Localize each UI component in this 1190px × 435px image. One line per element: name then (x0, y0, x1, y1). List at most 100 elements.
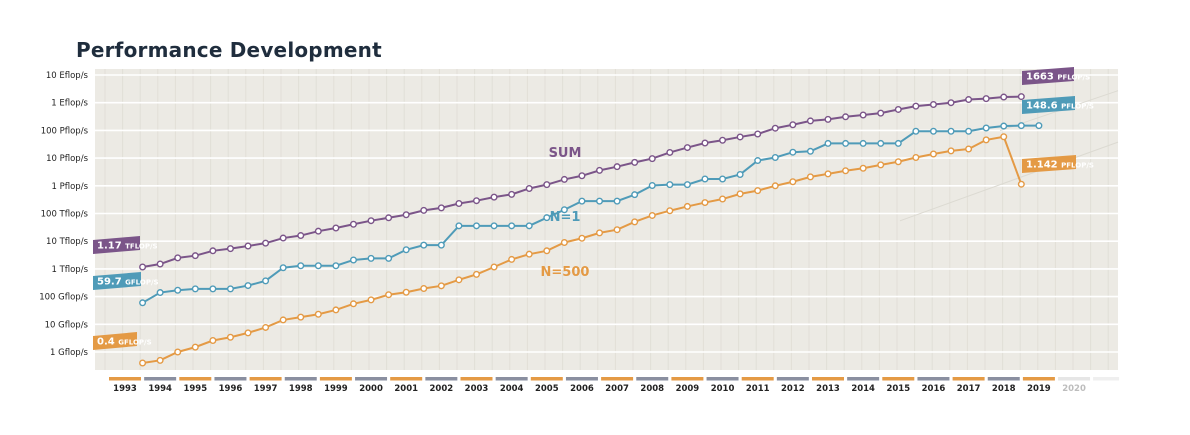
data-point-n-500 (349, 300, 357, 308)
data-point-n-500 (455, 276, 463, 284)
data-point-n-500 (929, 150, 937, 158)
data-point-n-500 (631, 218, 639, 226)
x-axis-segment (249, 377, 282, 381)
x-tick-label: 1995 (183, 384, 207, 394)
data-point-n-1 (262, 277, 270, 285)
badge-unit: GFLOP/S (125, 279, 158, 287)
data-point-sum (297, 232, 305, 240)
x-tick-label: 2001 (394, 384, 418, 394)
badge-value: 59.7 (97, 277, 125, 288)
data-point-n-1 (859, 139, 867, 147)
data-point-n-500 (613, 226, 621, 234)
y-tick-label: 10 Tflop/s (46, 237, 89, 247)
x-tick-label: 2004 (500, 384, 524, 394)
x-axis-segment (952, 377, 985, 381)
data-point-sum (894, 105, 902, 113)
data-point-n-1 (771, 154, 779, 162)
x-tick-label: 1998 (289, 384, 313, 394)
data-point-n-1 (596, 197, 604, 205)
x-axis-segment (460, 377, 493, 381)
badge-shape (93, 332, 137, 350)
badge-value: 0.4 (97, 337, 118, 348)
badge-shape (1022, 155, 1076, 173)
series-label-n-500: N=500 (541, 265, 590, 280)
data-point-n-1 (842, 139, 850, 147)
data-point-n-1 (209, 285, 217, 293)
y-tick-label: 1 Gflop/s (50, 348, 89, 358)
data-point-n-1 (297, 262, 305, 270)
x-axis-segment (284, 377, 317, 381)
x-tick-label: 2018 (992, 384, 1016, 394)
projection-line (899, 141, 1119, 222)
data-point-n-1 (226, 285, 234, 293)
data-point-sum (508, 190, 516, 198)
series-group (139, 93, 1043, 367)
data-point-sum (262, 239, 270, 247)
data-point-n-1 (191, 285, 199, 293)
x-tick-label: 2003 (465, 384, 489, 394)
x-axis-segment (601, 377, 634, 381)
x-axis-segment (495, 377, 528, 381)
x-axis-segment (636, 377, 669, 381)
x-tick-label: 2014 (851, 384, 875, 394)
badge-shape (93, 272, 141, 290)
data-point-n-1 (156, 289, 164, 297)
x-tick-label: 2007 (605, 384, 629, 394)
data-point-n-500 (736, 190, 744, 198)
data-point-sum (824, 115, 832, 123)
data-point-sum (455, 199, 463, 207)
data-point-sum (139, 263, 147, 271)
data-point-sum (543, 181, 551, 189)
y-tick-label: 10 Pflop/s (46, 154, 88, 164)
x-tick-label: 2005 (535, 384, 559, 394)
data-point-n-500 (174, 348, 182, 356)
data-point-sum (402, 211, 410, 219)
data-point-sum (877, 109, 885, 117)
data-point-sum (560, 175, 568, 183)
data-point-n-1 (789, 148, 797, 156)
data-point-n-500 (191, 343, 199, 351)
data-point-sum (191, 252, 199, 260)
x-tick-label: 2017 (957, 384, 981, 394)
x-tick-label: 1994 (148, 384, 172, 394)
data-point-sum (437, 204, 445, 212)
badge-sum_end: 1663 PFLOP/S (1022, 67, 1090, 85)
data-point-sum (244, 242, 252, 250)
data-point-n-1 (719, 175, 727, 183)
data-point-n-500 (525, 250, 533, 258)
data-point-n-500 (982, 136, 990, 144)
y-tick-label: 100 Gflop/s (39, 293, 88, 303)
data-point-n-500 (789, 178, 797, 186)
data-point-n-1 (806, 147, 814, 155)
data-point-n-500 (806, 173, 814, 181)
x-tick-label: 2015 (886, 384, 910, 394)
data-point-sum (490, 193, 498, 201)
badge-sum_start: 1.17 TFLOP/S (93, 236, 158, 254)
data-point-n-1 (683, 181, 691, 189)
x-axis-segment (706, 377, 739, 381)
data-point-n-500 (683, 202, 691, 210)
data-point-n-1 (894, 139, 902, 147)
x-tick-label: 2006 (570, 384, 594, 394)
badge-unit: TFLOP/S (125, 243, 157, 251)
data-point-sum (683, 144, 691, 152)
data-point-sum (965, 96, 973, 104)
badge-unit: PFLOP/S (1061, 162, 1094, 170)
x-tick-label: 1993 (113, 384, 137, 394)
data-point-n-1 (508, 222, 516, 230)
data-point-n-500 (226, 333, 234, 341)
x-axis-segment (776, 377, 809, 381)
data-point-sum (701, 139, 709, 147)
data-point-n-500 (543, 247, 551, 255)
data-point-sum (367, 217, 375, 225)
x-axis-segment (214, 377, 247, 381)
x-axis-segment (812, 377, 844, 381)
data-point-n-1 (947, 127, 955, 135)
data-point-n-1 (385, 254, 393, 262)
x-axis-segment (847, 377, 880, 381)
data-point-n-500 (508, 255, 516, 263)
data-point-sum (1000, 93, 1008, 101)
data-point-sum (174, 254, 182, 262)
badge-label: 59.7 GFLOP/S (97, 277, 159, 288)
data-point-n-500 (1017, 180, 1025, 188)
